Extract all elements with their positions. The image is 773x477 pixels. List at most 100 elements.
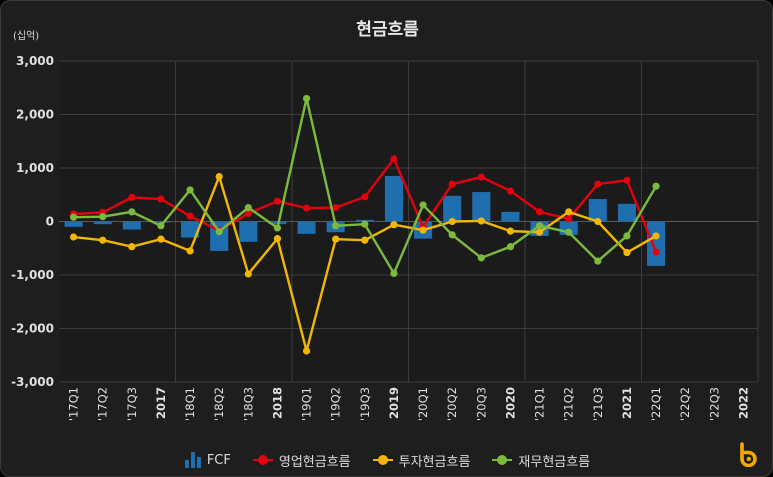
series-point <box>186 247 194 255</box>
fcf-bar <box>588 199 607 222</box>
series-point <box>332 235 340 243</box>
series-point <box>565 228 573 236</box>
series-point <box>535 222 544 230</box>
y-tick-label: 2,000 <box>16 108 54 122</box>
series-point <box>273 224 282 232</box>
series-point <box>477 254 485 262</box>
legend-item-financing[interactable]: 재무현금흐름 <box>492 451 590 470</box>
series-point <box>99 236 107 244</box>
series-point <box>565 215 573 223</box>
legend-label-investing: 투자현금흐름 <box>398 454 471 470</box>
x-tick-label: 2020 <box>503 387 517 419</box>
series-point <box>273 197 282 205</box>
x-tick-label: '21Q1 <box>533 387 547 421</box>
series-point <box>594 257 602 265</box>
series-point <box>419 201 427 209</box>
x-tick-label: '19Q1 <box>300 387 314 421</box>
line-legend-icon <box>492 454 513 466</box>
series-point <box>506 243 515 251</box>
series-point <box>157 195 165 203</box>
fcf-bar <box>501 211 520 222</box>
series-point <box>128 243 136 251</box>
y-tick-label: 1,000 <box>16 161 54 175</box>
series-point <box>361 220 369 228</box>
series-point <box>244 203 252 212</box>
x-tick-label: '18Q2 <box>212 387 226 421</box>
series-point <box>215 228 223 236</box>
series-point <box>302 347 311 355</box>
line-legend-icon <box>372 454 393 466</box>
series-point <box>448 231 456 239</box>
x-tick-label: '20Q2 <box>445 387 459 421</box>
x-tick-label: '22Q1 <box>649 387 663 421</box>
x-tick-label: 2022 <box>736 387 750 419</box>
fcf-bar <box>93 221 112 225</box>
x-tick-label: '17Q3 <box>125 387 139 421</box>
series-point <box>215 172 223 181</box>
x-tick-label: '19Q3 <box>358 387 372 421</box>
y-unit-label: (십억) <box>13 31 40 42</box>
series-point <box>361 193 369 201</box>
x-tick-label: '21Q2 <box>562 387 576 421</box>
fcf-bar <box>64 221 83 227</box>
x-tick-label: '18Q3 <box>241 387 255 421</box>
fcf-bar <box>617 203 636 222</box>
fcf-bar <box>151 221 170 223</box>
fcf-bar <box>239 221 258 242</box>
brand-logo-icon <box>740 442 757 467</box>
series-point <box>535 208 544 216</box>
fcf-bar <box>122 221 141 230</box>
series-point <box>99 213 107 221</box>
x-tick-label: '17Q2 <box>96 387 110 421</box>
x-tick-label: '20Q3 <box>474 387 488 421</box>
fcf-bar <box>181 221 200 238</box>
y-tick-label: -3,000 <box>11 375 54 389</box>
series-point <box>332 203 340 212</box>
chart-legend: FCF 영업현금흐름 투자현금흐름 재무현금흐름 <box>1 449 772 471</box>
series-point <box>302 94 311 103</box>
series-point <box>652 232 660 240</box>
series-point <box>332 222 340 230</box>
x-tick-label: '22Q2 <box>678 387 692 421</box>
fcf-bar <box>297 221 316 234</box>
series-point <box>186 212 194 220</box>
x-tick-label: '22Q3 <box>707 387 721 421</box>
chart-title: 현금흐름 <box>356 20 419 40</box>
line-legend-icon <box>252 454 273 466</box>
series-point <box>390 155 398 163</box>
legend-item-fcf[interactable]: FCF <box>184 452 231 468</box>
x-tick-label: '21Q3 <box>591 387 605 421</box>
legend-label-operating: 영업현금흐름 <box>278 454 351 470</box>
series-point <box>361 236 369 244</box>
series-point <box>390 269 398 277</box>
series-point <box>594 217 602 226</box>
fcf-bar <box>472 192 491 222</box>
series-point <box>157 235 165 243</box>
bar-legend-icon <box>184 452 201 468</box>
series-point <box>623 176 631 184</box>
series-point <box>69 213 78 221</box>
series-point <box>477 217 485 225</box>
x-tick-label: 2019 <box>387 387 401 419</box>
x-tick-label: 2017 <box>154 387 168 419</box>
x-tick-label: '18Q1 <box>183 387 197 421</box>
series-point <box>623 248 631 257</box>
series-point <box>594 180 602 188</box>
series-point <box>186 186 194 194</box>
legend-label-fcf: FCF <box>206 452 231 468</box>
series-point <box>157 222 165 230</box>
x-tick-label: 2021 <box>620 387 634 419</box>
series-point <box>128 208 136 216</box>
series-point <box>652 248 660 256</box>
legend-item-investing[interactable]: 투자현금흐름 <box>372 451 471 470</box>
y-tick-label: -1,000 <box>11 268 54 282</box>
series-point <box>535 228 544 236</box>
series-point <box>448 180 456 188</box>
series-point <box>506 187 515 195</box>
fcf-bar <box>443 195 462 222</box>
legend-item-operating[interactable]: 영업현금흐름 <box>252 451 351 470</box>
series-point <box>244 270 252 278</box>
series-point <box>565 208 573 216</box>
